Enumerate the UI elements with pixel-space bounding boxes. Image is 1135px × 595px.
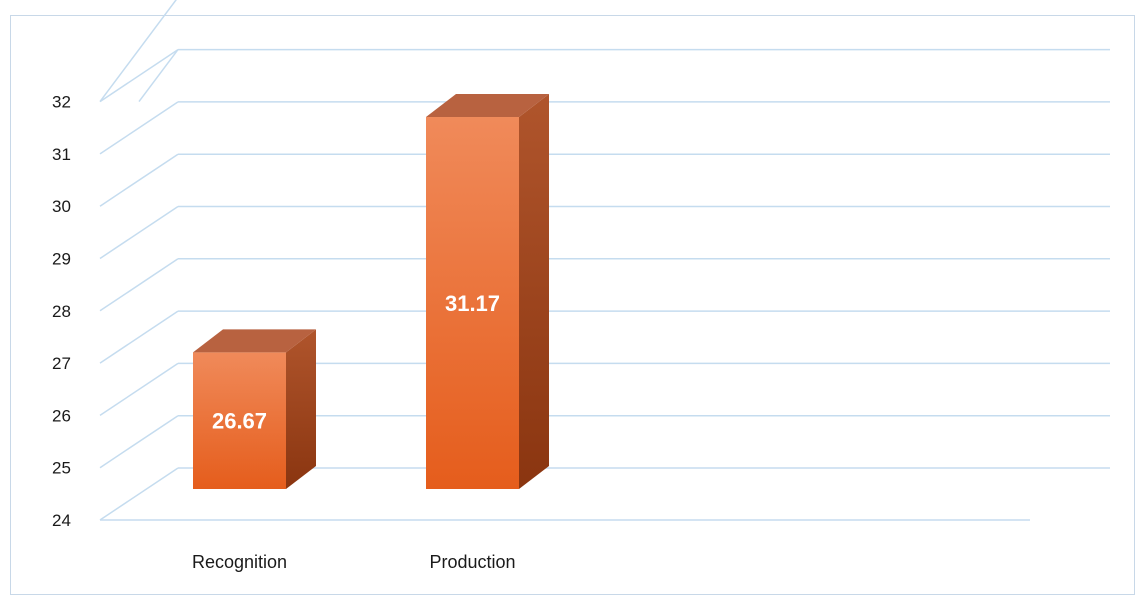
y-tick-label: 27 [52,354,71,373]
x-axis-labels: Recognition Production [192,552,516,572]
y-axis-ticks: 24 25 26 27 28 29 30 31 32 [52,93,71,530]
floor-edge-line [99,467,179,521]
y-tick-label: 25 [52,459,71,478]
x-category-label: Production [429,552,515,572]
bar-value-label: 26.67 [212,409,267,434]
bar-top-face [426,94,549,118]
y-tick-label: 29 [52,250,71,269]
bar-front-face [193,352,286,489]
bar-side-face [286,329,316,489]
y-tick-label: 24 [52,511,71,530]
bar-side-face [519,94,549,489]
bar-chart: 24 25 26 27 28 29 30 31 32 26.67 31.17 Recognitio… [52,0,1110,572]
y-tick-label: 30 [52,197,71,216]
bar-recognition: 26.67 [193,329,316,489]
gridline-diagonal [138,49,179,103]
x-category-label: Recognition [192,552,287,572]
bar-value-label: 31.17 [445,291,500,316]
bar-front-face [426,117,519,489]
gridlines [99,0,1110,521]
bar-top-face [193,329,316,353]
y-tick-label: 28 [52,302,71,321]
gridline-diagonal [99,153,179,207]
y-tick-label: 31 [52,145,71,164]
gridline-diagonal [99,258,179,312]
y-tick-label: 32 [52,93,71,112]
gridline-diagonal [99,310,179,364]
gridline-diagonal [99,0,177,103]
y-tick-label: 26 [52,406,71,425]
bars: 26.67 31.17 [193,94,549,489]
gridline-diagonal [99,362,179,417]
gridline-diagonal [99,205,179,260]
gridline-diagonal [99,101,179,155]
bar-production: 31.17 [426,94,549,489]
gridline-diagonal [99,48,179,103]
gridline-diagonal [99,415,179,469]
